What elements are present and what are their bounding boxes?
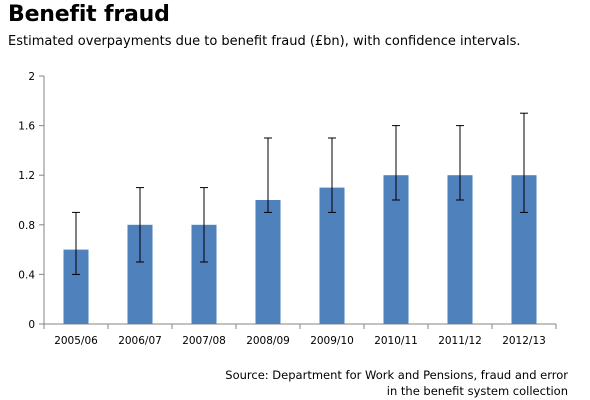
chart-subtitle: Estimated overpayments due to benefit fr… (8, 34, 521, 49)
y-tick-label: 0.4 (18, 269, 35, 281)
chart-axes (39, 75, 557, 329)
y-tick-label: 0.8 (18, 220, 35, 232)
x-tick-label: 2011/12 (438, 335, 482, 347)
x-tick-label: 2010/11 (374, 335, 418, 347)
bar (255, 200, 281, 324)
chart-title: Benefit fraud (8, 2, 170, 27)
x-tick-label: 2006/07 (118, 335, 162, 347)
source-note: Source: Department for Work and Pensions… (148, 367, 568, 399)
source-line-1: Source: Department for Work and Pensions… (225, 368, 568, 382)
y-tick-label: 0 (28, 319, 35, 331)
x-tick-label: 2008/09 (246, 335, 290, 347)
y-tick-label: 1.2 (18, 170, 35, 182)
chart-tick-labels: 0 0.4 0.8 1.2 1.6 2 2005/06 2006/07 2007/08 2008/… (18, 71, 546, 347)
x-tick-label: 2005/06 (54, 335, 98, 347)
chart-bars (63, 175, 537, 324)
y-tick-label: 1.6 (18, 121, 35, 133)
x-tick-label: 2012/13 (502, 335, 546, 347)
y-tick-label: 2 (28, 71, 35, 83)
x-tick-label: 2007/08 (182, 335, 226, 347)
source-line-2: in the benefit system collection (386, 384, 568, 398)
chart-error-bars (72, 112, 528, 275)
x-tick-label: 2009/10 (310, 335, 354, 347)
